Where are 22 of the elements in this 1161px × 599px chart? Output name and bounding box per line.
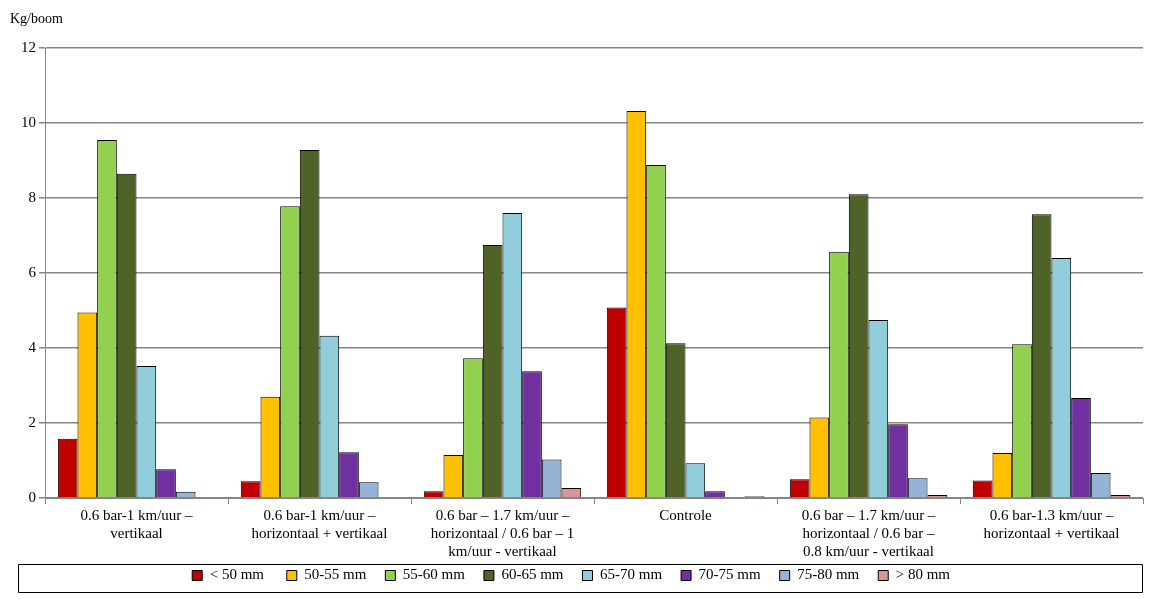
legend-label: < 50 mm: [209, 566, 283, 583]
x-tick-label: 0.6 bar-1 km/uur – vertikaal: [80, 506, 194, 541]
legend-label: 75-80 mm: [797, 566, 875, 583]
x-tick-label: 0.6 bar – 1.7 km/uur – horizontaal / 0.6 bar – 0.8 km/uur - vertikaal: [801, 506, 936, 559]
y-tick-label: 8: [28, 188, 36, 205]
y-tick-label: 4: [28, 338, 37, 355]
y-tick-label: 2: [28, 413, 36, 430]
legend-label: 70-75 mm: [698, 566, 776, 583]
y-tick-label: 0: [28, 488, 36, 505]
legend-label: 65-70 mm: [600, 566, 678, 583]
y-tick-label: 12: [21, 38, 36, 55]
legend-label: 60-65 mm: [501, 566, 579, 583]
legend-label: 50-55 mm: [304, 566, 382, 583]
y-tick-label: 6: [28, 263, 37, 280]
y-tick-label: 10: [21, 113, 36, 130]
x-tick-label: 0.6 bar-1 km/uur – horizontaal + vertikaal: [251, 506, 388, 541]
x-tick-label: Controle: [659, 506, 713, 523]
x-tick-label: 0.6 bar-1.3 km/uur – horizontaal + vertikaal: [983, 506, 1120, 541]
y-axis-title: Kg/boom: [10, 10, 63, 26]
legend-label: 55-60 mm: [402, 566, 480, 583]
x-tick-label: 0.6 bar – 1.7 km/uur – horizontaal / 0.6 bar – 1 km/uur - vertikaal: [430, 506, 575, 559]
legend-label: > 80 mm: [895, 566, 969, 583]
